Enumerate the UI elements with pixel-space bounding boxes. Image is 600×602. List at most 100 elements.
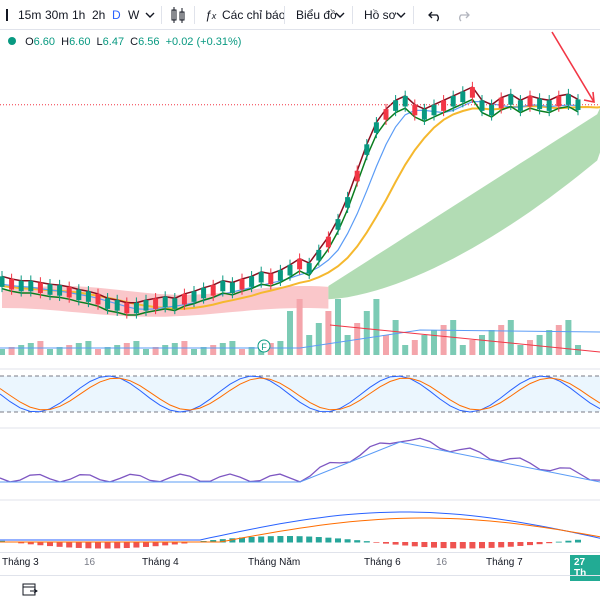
macd-histogram-bar xyxy=(536,542,543,545)
candle-body xyxy=(460,91,466,103)
macd-histogram-bar xyxy=(546,542,553,544)
interval-30m[interactable]: 30m xyxy=(45,8,69,22)
macd-histogram-bar xyxy=(498,542,505,548)
macd-histogram-bar xyxy=(75,542,82,548)
candle-body xyxy=(412,104,418,116)
change-value: +0.02 (+0.31%) xyxy=(165,36,242,48)
volume-bar xyxy=(171,343,178,355)
macd-histogram-bar xyxy=(363,541,370,543)
chevron-down-icon[interactable] xyxy=(335,0,345,30)
macd-histogram-bar xyxy=(555,541,562,543)
candle-body xyxy=(95,293,101,305)
macd-line xyxy=(0,511,600,541)
menu-fragment[interactable] xyxy=(0,0,8,30)
chart-canvas[interactable]: F xyxy=(0,30,600,552)
volume-bar xyxy=(373,299,380,355)
volume-bar xyxy=(488,330,495,355)
macd-histogram-bar xyxy=(565,540,572,543)
macd-histogram-bar xyxy=(95,542,101,549)
candle-body xyxy=(287,264,293,276)
volume-bar xyxy=(27,343,34,355)
volume-bar xyxy=(507,320,514,355)
volume-bar xyxy=(536,335,543,355)
interval-d[interactable]: D xyxy=(112,8,121,22)
low-label: L xyxy=(96,36,103,48)
macd-histogram-bar xyxy=(18,542,25,544)
macd-histogram-bar xyxy=(383,542,389,544)
volume-bar xyxy=(315,323,322,355)
event-marker-circle xyxy=(257,339,271,353)
macd-histogram-bar xyxy=(325,537,332,543)
date-range-icon[interactable] xyxy=(22,581,38,602)
macd-histogram-bar xyxy=(344,539,351,543)
volume-bar xyxy=(95,349,101,355)
fx-icon[interactable]: ƒx xyxy=(205,8,217,22)
macd-histogram-bar xyxy=(296,536,303,543)
volume-bar xyxy=(47,349,53,355)
candle-body xyxy=(143,300,149,311)
candle-body xyxy=(9,278,15,290)
macd-histogram-bar xyxy=(267,536,274,543)
candle-body xyxy=(124,302,130,314)
candle-body xyxy=(47,284,53,295)
volume-average-line xyxy=(0,329,600,349)
macd-histogram-bar xyxy=(373,542,380,543)
candle-body xyxy=(537,98,543,110)
rsi-line xyxy=(0,437,600,483)
chart-type-button[interactable]: Biểu đồ xyxy=(296,8,337,22)
candle-body xyxy=(517,100,523,111)
macd-histogram-bar xyxy=(431,542,437,548)
close-value: 6.56 xyxy=(138,36,160,48)
candle-body xyxy=(421,109,427,120)
candle-body xyxy=(325,236,331,248)
macd-histogram-bar xyxy=(258,536,265,543)
volume-bar xyxy=(440,325,447,355)
volume-bar xyxy=(431,330,437,355)
interval-15m[interactable]: 15m xyxy=(18,8,42,22)
volume-bar xyxy=(296,299,303,355)
candle-body xyxy=(57,285,63,296)
macd-histogram-bar xyxy=(479,542,485,549)
profile-button[interactable]: Hồ sơ xyxy=(364,8,397,22)
interval-2h[interactable]: 2h xyxy=(92,8,106,22)
volume-bar xyxy=(325,311,332,355)
candle-body xyxy=(258,271,264,283)
macd-histogram-bar xyxy=(527,542,533,546)
candle-body xyxy=(489,104,495,116)
candle-body xyxy=(191,291,197,302)
top-toolbar: 15m 30m 1h 2h D W ƒx Các chỉ báo Biểu đồ… xyxy=(0,0,600,30)
indicators-button[interactable]: Các chỉ báo xyxy=(222,8,286,22)
volume-bar xyxy=(421,335,428,355)
macd-histogram-bar xyxy=(27,542,34,545)
volume-bar xyxy=(306,335,313,355)
stoch-k-line xyxy=(0,375,600,413)
volume-bar xyxy=(248,347,255,355)
candle-body xyxy=(441,100,447,111)
candle-body xyxy=(268,273,274,285)
volume-bar xyxy=(402,345,409,355)
macd-signal-line xyxy=(0,517,600,543)
chevron-down-icon[interactable] xyxy=(145,0,155,30)
time-label: Tháng 7 xyxy=(486,557,523,568)
candle-body xyxy=(249,276,255,287)
candle-body xyxy=(162,296,168,308)
interval-w[interactable]: W xyxy=(128,8,140,22)
interval-1h[interactable]: 1h xyxy=(72,8,86,22)
volume-bar xyxy=(114,345,121,355)
macd-histogram-bar xyxy=(162,542,169,546)
legend-toggle-icon[interactable] xyxy=(8,37,16,45)
candles-icon[interactable] xyxy=(170,0,186,30)
macd-histogram-bar xyxy=(229,538,236,543)
time-label: Tháng 6 xyxy=(364,557,401,568)
candle-body xyxy=(18,280,24,292)
macd-histogram-bar xyxy=(421,542,428,548)
redo-icon[interactable] xyxy=(456,0,470,30)
macd-histogram-bar xyxy=(306,536,313,543)
volume-bar xyxy=(66,345,73,355)
undo-icon[interactable] xyxy=(428,0,442,30)
macd-histogram-bar xyxy=(440,542,447,549)
volume-bar xyxy=(56,347,63,355)
chevron-down-icon[interactable] xyxy=(396,0,406,30)
candle-body xyxy=(546,100,552,111)
macd-histogram-bar xyxy=(133,542,140,548)
